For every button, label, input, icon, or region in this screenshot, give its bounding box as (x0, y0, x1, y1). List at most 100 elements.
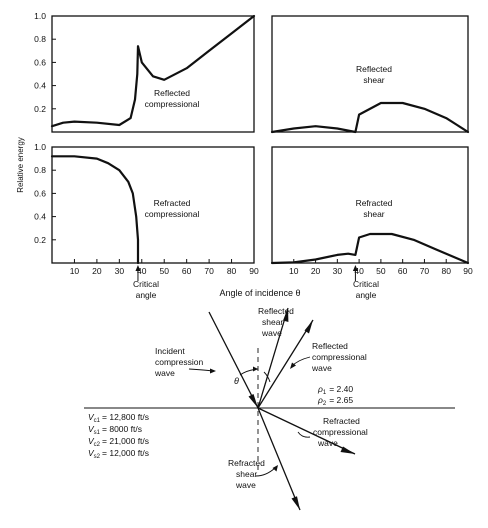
velocity-c1: Vc1 = 12,800 ft/s (88, 412, 149, 424)
refracted-compressional-arrowhead (340, 446, 355, 454)
critical-angle-label-right: Critical angle (353, 279, 379, 300)
velocity-s2-symbol: V (88, 448, 95, 458)
x-tick-label: 40 (354, 266, 364, 276)
refracted-shear-ray (257, 407, 301, 511)
y-tick-label: 0.2 (34, 235, 46, 245)
x-tick-label: 20 (311, 266, 321, 276)
plot-frame (271, 15, 469, 133)
refracted-comp-label-3: wave (317, 438, 338, 448)
x-tick-label: 20 (92, 266, 102, 276)
reflected-compressional-label: Reflected compressional wave (311, 341, 367, 373)
theta-arrowhead (253, 366, 258, 372)
y-tick-label: 0.4 (34, 81, 46, 91)
x-tick-label: 40 (137, 266, 147, 276)
reflected-shear-label-3: wave (261, 328, 282, 338)
panel-annotation: Reflected (356, 64, 392, 74)
density-upper-value: = 2.40 (329, 384, 353, 394)
incident-ray (208, 311, 259, 409)
x-tick-label: 10 (70, 266, 80, 276)
refracted-comp-leader (297, 431, 311, 438)
velocity-s2-subscript: s2 (94, 454, 101, 460)
refracted-shear-leader-arrowhead (272, 465, 278, 472)
reflected-comp-label-3: wave (311, 363, 332, 373)
refracted-shear-leader (255, 467, 276, 477)
y-tick-label: 0.2 (34, 104, 46, 114)
x-tick-label: 60 (398, 266, 408, 276)
refracted-shear-label-2: shear (236, 469, 257, 479)
density-upper: ρ1 = 2.40 (317, 384, 353, 396)
incident-label-3: wave (154, 368, 175, 378)
refracted-compressional-label: Refracted compressional wave (313, 416, 368, 448)
reflected-compressional-arrowhead (304, 320, 313, 334)
y-axis-label: Relative energy (16, 137, 25, 193)
x-tick-label: 70 (420, 266, 430, 276)
densities: ρ1 = 2.40 ρ2 = 2.65 (317, 384, 353, 407)
y-tick-label: 0.4 (34, 212, 46, 222)
refracted-shear-label-1: Refracted (228, 458, 265, 468)
refracted-shear-label: Refracted shear wave (228, 458, 265, 490)
velocity-s2: Vs2 = 12,000 ft/s (88, 448, 149, 460)
series-line (50, 14, 256, 128)
x-tick-label: 90 (249, 266, 259, 276)
reflected-compressional-ray (257, 319, 314, 409)
panel-annotation: Reflected (154, 88, 190, 98)
y-tick-label: 1.0 (34, 142, 46, 152)
refracted-comp-label-1: Refracted (323, 416, 360, 426)
incident-leader-arrowhead (210, 368, 216, 374)
panel-annotation: Refracted (154, 198, 191, 208)
x-tick-label: 30 (115, 266, 125, 276)
incident-label-2: compression (155, 357, 203, 367)
density-upper-symbol: ρ (317, 384, 323, 394)
reflected-shear-ray (257, 307, 289, 409)
reflected-shear-label-2: shear (262, 317, 283, 327)
refracted-compressional-ray (257, 407, 356, 455)
x-tick-label: 30 (333, 266, 343, 276)
panel-annotation: shear (363, 75, 384, 85)
series-line (270, 101, 470, 134)
panel-annotation: compressional (145, 209, 200, 219)
density-upper-subscript: 1 (323, 390, 327, 396)
velocity-c1-subscript: c1 (94, 418, 101, 424)
velocity-c1-symbol: V (88, 412, 95, 422)
velocity-s2-value: = 12,000 ft/s (102, 448, 149, 458)
series-line (270, 232, 470, 265)
incident-wave-label: Incident compression wave (154, 346, 203, 378)
theta-symbol: θ (234, 376, 239, 386)
incident-arrowhead (248, 394, 258, 408)
velocity-s1-value: = 8000 ft/s (102, 424, 142, 434)
critical-angle-arrowhead (135, 265, 141, 271)
critical-angle-line-1: Critical (133, 279, 159, 289)
plot-frame (51, 15, 255, 133)
plot-frame (51, 146, 255, 264)
velocities: Vc1 = 12,800 ft/s Vs1 = 8000 ft/s Vc2 = 21,… (88, 412, 149, 460)
incident-leader (188, 368, 214, 372)
velocity-c2: Vc2 = 21,000 ft/s (88, 436, 149, 448)
panel-annotation: compressional (145, 99, 200, 109)
refracted-comp-label-2: compressional (313, 427, 368, 437)
critical-angle-arrowhead (352, 265, 358, 271)
wave-diagram: θ Incident compression wave Reflected sh… (84, 306, 455, 511)
reflected-comp-leader-arrowhead (290, 362, 296, 369)
velocity-s1-subscript: s1 (94, 430, 101, 436)
velocity-s1-symbol: V (88, 424, 95, 434)
incident-label-1: Incident (155, 346, 185, 356)
series-line (50, 155, 140, 265)
x-tick-label: 70 (204, 266, 214, 276)
critical-angle-label-left: Critical angle (133, 279, 159, 300)
critical-angle-line-1: Critical (353, 279, 379, 289)
y-tick-label: 1.0 (34, 11, 46, 21)
velocity-c2-value: = 21,000 ft/s (102, 436, 149, 446)
x-tick-label: 50 (376, 266, 386, 276)
chart-panel-bottom-left: 0.2 0.4 0.6 0.8 1.0 10 20 30 40 50 60 70 80 90 Refract… (34, 142, 259, 281)
y-tick-label: 0.6 (34, 188, 46, 198)
x-tick-label: 80 (227, 266, 237, 276)
plot-frame (271, 146, 469, 264)
reflected-comp-label-1: Reflected (312, 341, 348, 351)
velocity-c2-symbol: V (88, 436, 95, 446)
x-tick-label: 50 (159, 266, 169, 276)
velocity-c1-value: = 12,800 ft/s (102, 412, 149, 422)
